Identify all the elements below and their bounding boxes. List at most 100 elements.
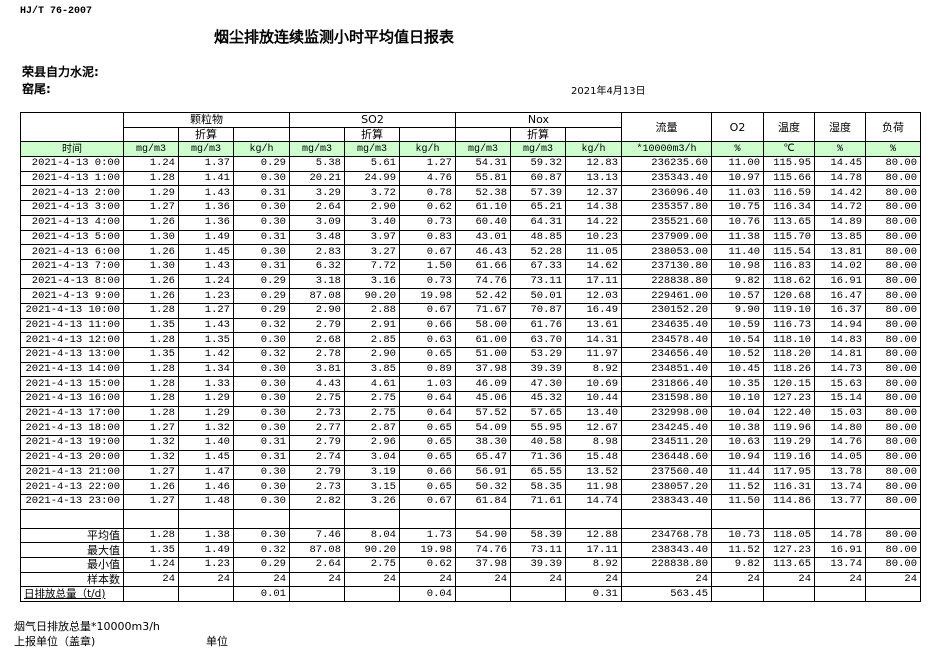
value-cell: 14.42 xyxy=(814,185,866,202)
stat-value: 234768.78 xyxy=(621,527,712,544)
value-cell: 1.27 xyxy=(123,420,179,437)
value-cell: 0.29 xyxy=(233,156,290,172)
value-cell: 61.76 xyxy=(510,317,566,334)
kiln-label: 窑尾: xyxy=(22,82,51,96)
value-cell: 19.98 xyxy=(399,288,456,304)
value-cell: 80.00 xyxy=(865,244,921,260)
value-cell: 38.30 xyxy=(455,435,511,451)
time-cell: 2021-4-13 14:00 xyxy=(20,361,124,378)
value-cell: 113.65 xyxy=(763,214,815,231)
value-cell: 16.49 xyxy=(565,302,622,319)
value-cell: 2.82 xyxy=(289,493,345,510)
value-cell: 13.61 xyxy=(565,317,622,334)
value-cell: 2.68 xyxy=(289,332,345,348)
value-cell: 0.83 xyxy=(399,229,456,246)
value-cell: 0.31 xyxy=(233,449,290,466)
value-cell: 119.10 xyxy=(763,302,815,319)
value-cell: 234656.40 xyxy=(621,347,712,363)
value-cell: 80.00 xyxy=(865,361,921,378)
value-cell: 231866.40 xyxy=(621,376,712,393)
value-cell: 3.19 xyxy=(344,464,400,481)
value-cell: 55.81 xyxy=(455,170,511,187)
value-cell: 1.27 xyxy=(399,156,456,172)
value-cell: 1.43 xyxy=(178,258,234,275)
stat-value: 19.98 xyxy=(399,542,456,558)
value-cell: 0.30 xyxy=(233,332,290,348)
value-cell: 80.00 xyxy=(865,200,921,216)
value-cell: 2.64 xyxy=(289,200,345,216)
value-cell: 234511.20 xyxy=(621,435,712,451)
stat-value: 14.78 xyxy=(814,527,866,544)
value-cell: 3.81 xyxy=(289,361,345,378)
value-cell: 1.35 xyxy=(123,347,179,363)
value-cell: 7.72 xyxy=(344,258,400,275)
value-cell: 3.16 xyxy=(344,273,400,290)
value-cell: 1.28 xyxy=(123,332,179,348)
value-cell: 10.75 xyxy=(711,200,764,216)
value-cell: 237130.80 xyxy=(621,258,712,275)
value-cell: 80.00 xyxy=(865,156,921,172)
unit-cell: % xyxy=(711,141,764,158)
value-cell: 4.61 xyxy=(344,376,400,393)
unit-cell: mg/m3 xyxy=(123,141,179,158)
value-cell: 3.85 xyxy=(344,361,400,378)
value-cell: 8.98 xyxy=(565,435,622,451)
stat-value: 24 xyxy=(865,571,921,588)
value-cell: 0.89 xyxy=(399,361,456,378)
table-row: 2021-4-13 11:00 1.35 1.43 0.32 2.79 2.91 0.66 5… xyxy=(20,317,921,334)
value-cell: 3.09 xyxy=(289,214,345,231)
value-cell: 238057.20 xyxy=(621,479,712,495)
value-cell: 2.79 xyxy=(289,435,345,451)
value-cell: 119.96 xyxy=(763,420,815,437)
empty-cell xyxy=(565,508,622,529)
value-cell: 43.01 xyxy=(455,229,511,246)
stat-value: 8.92 xyxy=(565,556,622,573)
table-row: 2021-4-13 5:00 1.30 1.49 0.31 3.48 3.97 0.83 43… xyxy=(20,229,921,246)
value-cell: 11.40 xyxy=(711,244,764,260)
stat-value: 24 xyxy=(123,571,179,588)
table-row: 2021-4-13 2:00 1.29 1.43 0.31 3.29 3.72 0.78 52… xyxy=(20,185,921,202)
value-cell: 16.47 xyxy=(814,288,866,304)
table-row: 2021-4-13 3:00 1.27 1.36 0.30 2.64 2.90 0.62 61… xyxy=(20,200,921,216)
value-cell: 14.05 xyxy=(814,449,866,466)
converted-label: 折算 xyxy=(510,126,566,143)
value-cell: 2.75 xyxy=(289,391,345,407)
value-cell: 14.81 xyxy=(814,347,866,363)
value-cell: 47.30 xyxy=(510,376,566,393)
value-cell: 57.39 xyxy=(510,185,566,202)
stats-row: 平均值 1.28 1.38 0.30 7.46 8.04 1.73 54.90 58.39 12.… xyxy=(20,527,921,544)
value-cell: 237560.40 xyxy=(621,464,712,481)
value-cell: 61.66 xyxy=(455,258,511,275)
stat-value: 24 xyxy=(510,571,566,588)
value-cell: 13.81 xyxy=(814,244,866,260)
header-nox: Nox xyxy=(455,112,622,128)
value-cell: 80.00 xyxy=(865,332,921,348)
header-load: 负荷 xyxy=(865,111,921,143)
value-cell: 1.28 xyxy=(123,302,179,319)
value-cell: 0.30 xyxy=(233,376,290,393)
value-cell: 80.00 xyxy=(865,376,921,393)
value-cell: 10.59 xyxy=(711,317,764,334)
value-cell: 1.26 xyxy=(123,214,179,231)
value-cell: 118.62 xyxy=(763,273,815,290)
time-cell: 2021-4-13 5:00 xyxy=(20,229,124,246)
value-cell: 1.23 xyxy=(178,288,234,304)
stat-value: 90.20 xyxy=(344,542,400,558)
value-cell: 1.28 xyxy=(123,405,179,422)
value-cell: 57.52 xyxy=(455,405,511,422)
stat-value: 8.04 xyxy=(344,527,400,544)
value-cell: 14.76 xyxy=(814,435,866,451)
value-cell: 3.26 xyxy=(344,493,400,510)
unit-cell: mg/m3 xyxy=(510,141,566,158)
stat-value: 1.28 xyxy=(123,527,179,544)
value-cell: 13.85 xyxy=(814,229,866,246)
stat-value: 1.23 xyxy=(178,556,234,573)
value-cell: 1.36 xyxy=(178,214,234,231)
table-row: 2021-4-13 22:00 1.26 1.46 0.30 2.73 3.15 0.65 5… xyxy=(20,479,921,495)
time-cell: 2021-4-13 0:00 xyxy=(20,156,124,172)
empty-cell xyxy=(233,508,290,529)
value-cell: 127.23 xyxy=(763,391,815,407)
value-cell: 1.46 xyxy=(178,479,234,495)
stat-value: 80.00 xyxy=(865,527,921,544)
value-cell: 0.65 xyxy=(399,420,456,437)
